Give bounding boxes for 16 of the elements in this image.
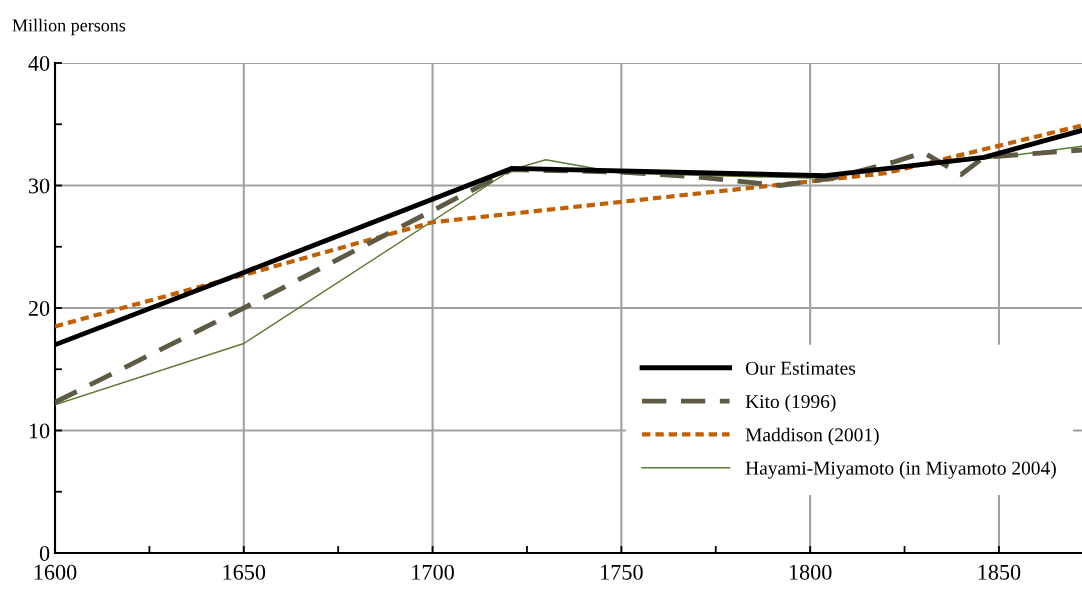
x-tick-label: 1850	[978, 564, 1021, 580]
legend-label: Hayami-Miyamoto (in Miyamoto 2004)	[745, 461, 1056, 479]
x-tick-label: 1800	[789, 564, 832, 580]
legend-label: Kito (1996)	[745, 394, 836, 413]
x-tick-label: 1650	[223, 564, 266, 580]
y-tick-label: 30	[28, 178, 50, 194]
x-tick-label: 1750	[601, 564, 643, 580]
x-tick-label: 1700	[412, 564, 454, 580]
y-tick-label: 20	[28, 300, 50, 316]
legend-label: Maddison (2001)	[745, 427, 879, 446]
y-tick-label: 40	[28, 55, 50, 71]
x-tick-label: 1600	[34, 564, 77, 580]
y-tick-label: 0	[39, 545, 50, 561]
y-axis-title: Million persons	[12, 18, 126, 36]
legend-label: Our Estimates	[745, 361, 856, 375]
y-tick-label: 10	[29, 423, 50, 439]
